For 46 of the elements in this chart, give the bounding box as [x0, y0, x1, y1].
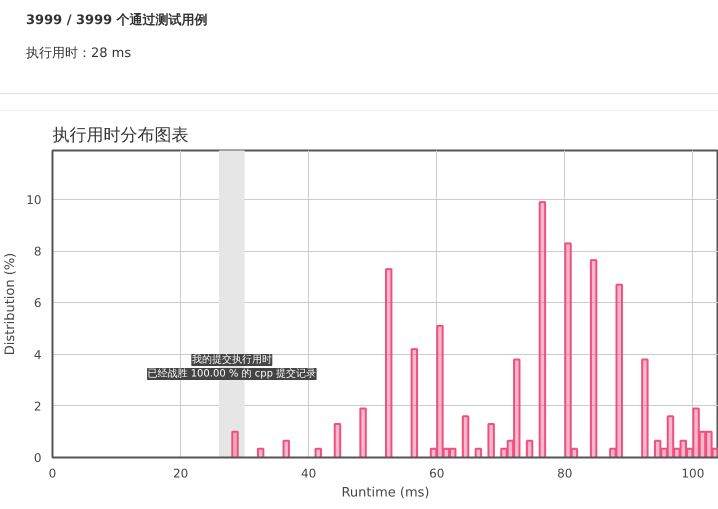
- y-tick-label: 6: [34, 296, 42, 310]
- x-tick-label: 40: [301, 466, 316, 480]
- annotation: 已经战胜 100.00 % 的 cpp 提交记录: [148, 368, 316, 380]
- bar: [314, 448, 322, 458]
- bar: [231, 430, 239, 458]
- bar: [384, 268, 392, 458]
- bar: [256, 448, 264, 458]
- x-tick-label: 60: [429, 466, 444, 480]
- x-axis-title: Runtime (ms): [341, 486, 430, 500]
- x-tick-label: 80: [557, 466, 572, 480]
- x-tick-label: 100: [681, 466, 704, 480]
- bar: [692, 407, 700, 458]
- bar: [334, 422, 342, 458]
- bar: [666, 415, 674, 458]
- y-tick-label: 2: [34, 399, 42, 414]
- x-tick-label: 20: [172, 466, 188, 480]
- bar: [654, 440, 662, 458]
- bar: [359, 407, 367, 458]
- bar: [590, 259, 598, 458]
- bar: [680, 440, 687, 458]
- bar: [474, 448, 482, 458]
- bar: [705, 430, 713, 458]
- y-tick-label: 8: [34, 244, 42, 259]
- bar: [616, 284, 623, 458]
- y-axis-title: Distribution (%): [3, 252, 18, 356]
- bar: [513, 358, 520, 458]
- bar: [570, 448, 578, 458]
- bar: [641, 358, 649, 458]
- bar: [449, 448, 456, 458]
- bar: [526, 440, 534, 458]
- y-tick-label: 0: [34, 451, 42, 465]
- bar: [538, 201, 546, 458]
- y-tick-label: 4: [34, 348, 42, 362]
- bar: [410, 348, 418, 458]
- text: 3999 / 3999 个通过测试用例: [26, 12, 209, 30]
- x-tick-label: 0: [48, 466, 56, 480]
- annotation: 我的提交执行用时: [192, 354, 272, 366]
- y-tick-label: 10: [26, 193, 42, 208]
- chart-title: 执行用时分布图表: [52, 126, 188, 146]
- bar: [282, 440, 290, 458]
- bar: [564, 242, 572, 458]
- bar: [712, 448, 718, 458]
- bar: [436, 324, 444, 458]
- bar: [462, 415, 470, 458]
- bar: [487, 422, 495, 458]
- text: 执行用时：28 ms: [26, 44, 132, 63]
